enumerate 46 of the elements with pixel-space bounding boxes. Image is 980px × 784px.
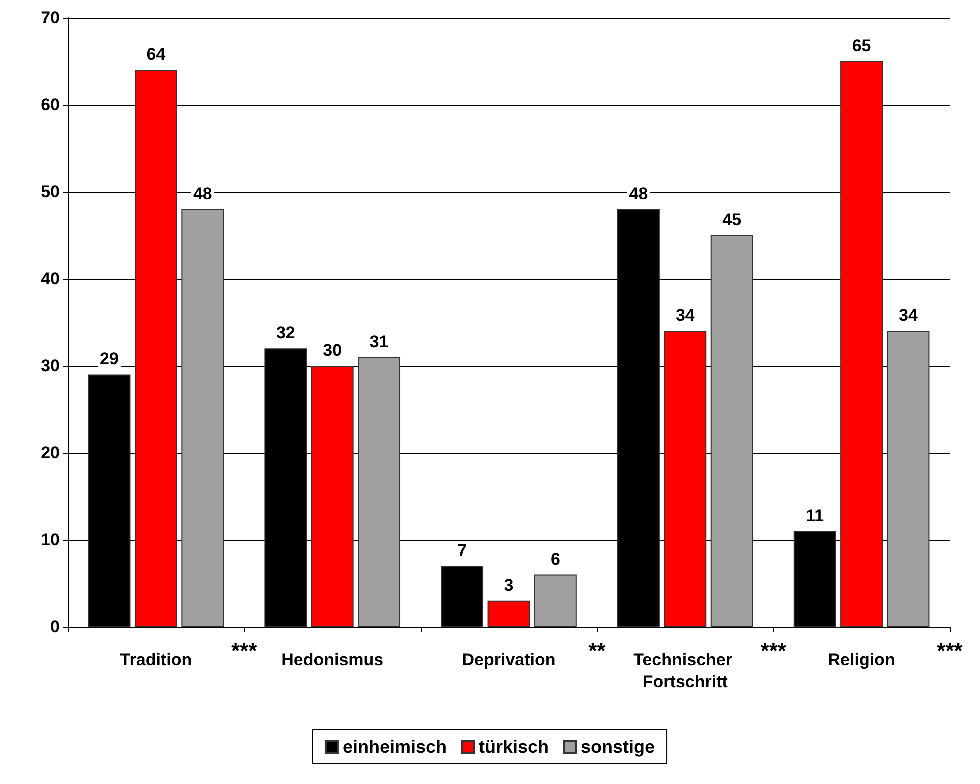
x-tick-label: Tradition [120, 650, 192, 670]
y-tick-label: 30 [41, 356, 60, 376]
y-tick-label: 40 [41, 270, 60, 288]
x-tick-label: Deprivation [462, 650, 556, 670]
legend-label: sonstige [581, 737, 656, 757]
bar [358, 357, 401, 627]
y-tick-label: 70 [41, 8, 60, 28]
data-label: 29 [100, 350, 119, 369]
data-label: 6 [550, 550, 560, 569]
bar [134, 70, 178, 627]
data-label: 31 [370, 332, 389, 352]
y-tick-label: 50 [41, 182, 60, 202]
data-label: 32 [276, 324, 296, 343]
text: *** [232, 638, 258, 664]
bar [534, 574, 577, 627]
text: *** [937, 638, 964, 664]
y-tick-label: 20 [41, 444, 60, 462]
text: ** [588, 638, 606, 664]
bar [488, 600, 530, 627]
y-tick-label: 0 [50, 618, 60, 636]
legend-label: türkisch [479, 737, 550, 757]
bar [664, 331, 707, 627]
data-label: 30 [323, 341, 342, 360]
data-label: 34 [899, 306, 918, 326]
x-tick-label: Technischer Fortschritt [634, 650, 738, 692]
bar [182, 209, 224, 627]
x-tick-label: Religion [828, 650, 896, 670]
legend-label: einheimisch [342, 737, 448, 757]
data-label: 48 [629, 184, 648, 204]
data-label: 65 [852, 36, 872, 56]
x-tick-label: Hedonismus [282, 650, 384, 670]
bar [840, 62, 884, 627]
data-label: 45 [722, 210, 742, 230]
data-label: 3 [504, 576, 514, 595]
data-label: 48 [193, 184, 212, 204]
y-tick-label: 60 [41, 96, 60, 114]
bar [311, 366, 354, 627]
data-label: 34 [676, 306, 696, 326]
data-label: 7 [458, 541, 468, 560]
data-label: 11 [806, 506, 824, 526]
bar [710, 236, 754, 627]
data-label: 64 [146, 45, 166, 64]
text: *** [760, 638, 787, 664]
y-tick-label: 10 [41, 530, 60, 550]
bar [887, 331, 930, 627]
bar [441, 566, 484, 627]
